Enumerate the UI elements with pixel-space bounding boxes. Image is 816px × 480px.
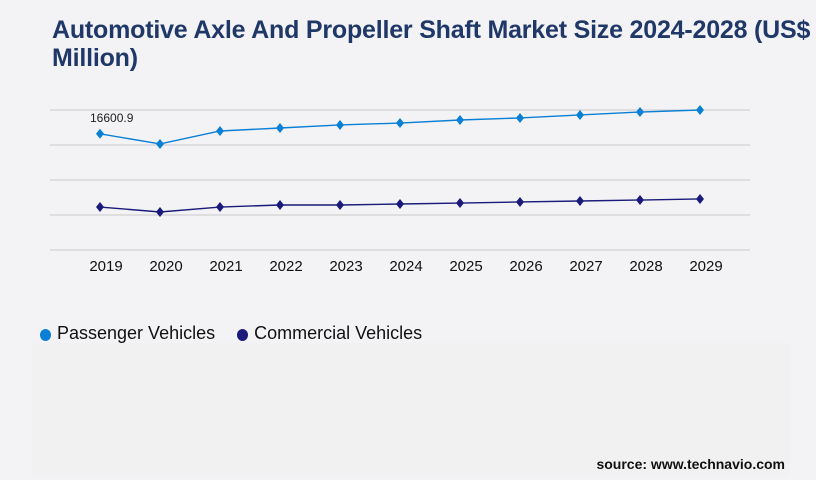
legend-label: Commercial Vehicles xyxy=(254,323,423,343)
data-point xyxy=(456,115,464,126)
x-tick-label: 2026 xyxy=(509,258,542,275)
source-note: source: www.technavio.com xyxy=(596,456,785,472)
legend-marker-icon xyxy=(237,329,249,341)
legend: Passenger Vehicles Commercial Vehicles xyxy=(40,323,422,344)
data-point xyxy=(336,119,344,130)
legend-label: Passenger Vehicles xyxy=(57,323,216,343)
data-point xyxy=(96,128,104,139)
data-point xyxy=(96,202,104,213)
data-point xyxy=(216,202,224,213)
data-point xyxy=(396,118,404,129)
legend-item-commercial[interactable]: Commercial Vehicles xyxy=(237,323,422,344)
data-label: 16600.9 xyxy=(90,111,134,125)
x-tick-label: 2029 xyxy=(689,258,722,275)
x-tick-label: 2027 xyxy=(569,258,602,275)
x-tick-label: 2021 xyxy=(209,258,242,275)
data-point xyxy=(276,122,284,133)
data-point xyxy=(696,105,704,115)
x-tick-label: 2028 xyxy=(629,258,662,275)
data-point xyxy=(636,195,644,206)
data-point xyxy=(156,138,164,149)
data-point xyxy=(216,126,224,136)
x-tick-label: 2025 xyxy=(449,258,482,275)
x-tick-label: 2023 xyxy=(329,258,362,275)
line-chart: 2019 2020 2021 2022 2023 2024 2025 2026 2027 2028… xyxy=(50,105,750,275)
x-tick-label: 2024 xyxy=(389,258,422,275)
legend-marker-icon xyxy=(40,329,51,341)
data-point xyxy=(576,196,584,206)
legend-item-passenger[interactable]: Passenger Vehicles xyxy=(40,323,215,344)
x-tick-label: 2022 xyxy=(269,258,302,275)
chart-title: Automotive Axle And Propeller Shaft Mark… xyxy=(52,16,811,72)
data-point xyxy=(516,196,524,207)
data-point xyxy=(516,112,524,123)
data-point xyxy=(276,199,284,210)
data-point xyxy=(636,107,644,118)
x-tick-label: 2019 xyxy=(89,258,122,275)
data-point xyxy=(156,206,164,217)
x-tick-label: 2020 xyxy=(149,258,182,275)
data-point xyxy=(456,198,464,209)
data-point xyxy=(696,193,704,204)
legend-panel xyxy=(32,343,790,475)
data-point xyxy=(396,199,404,210)
data-point xyxy=(576,109,584,120)
data-point xyxy=(336,199,344,210)
